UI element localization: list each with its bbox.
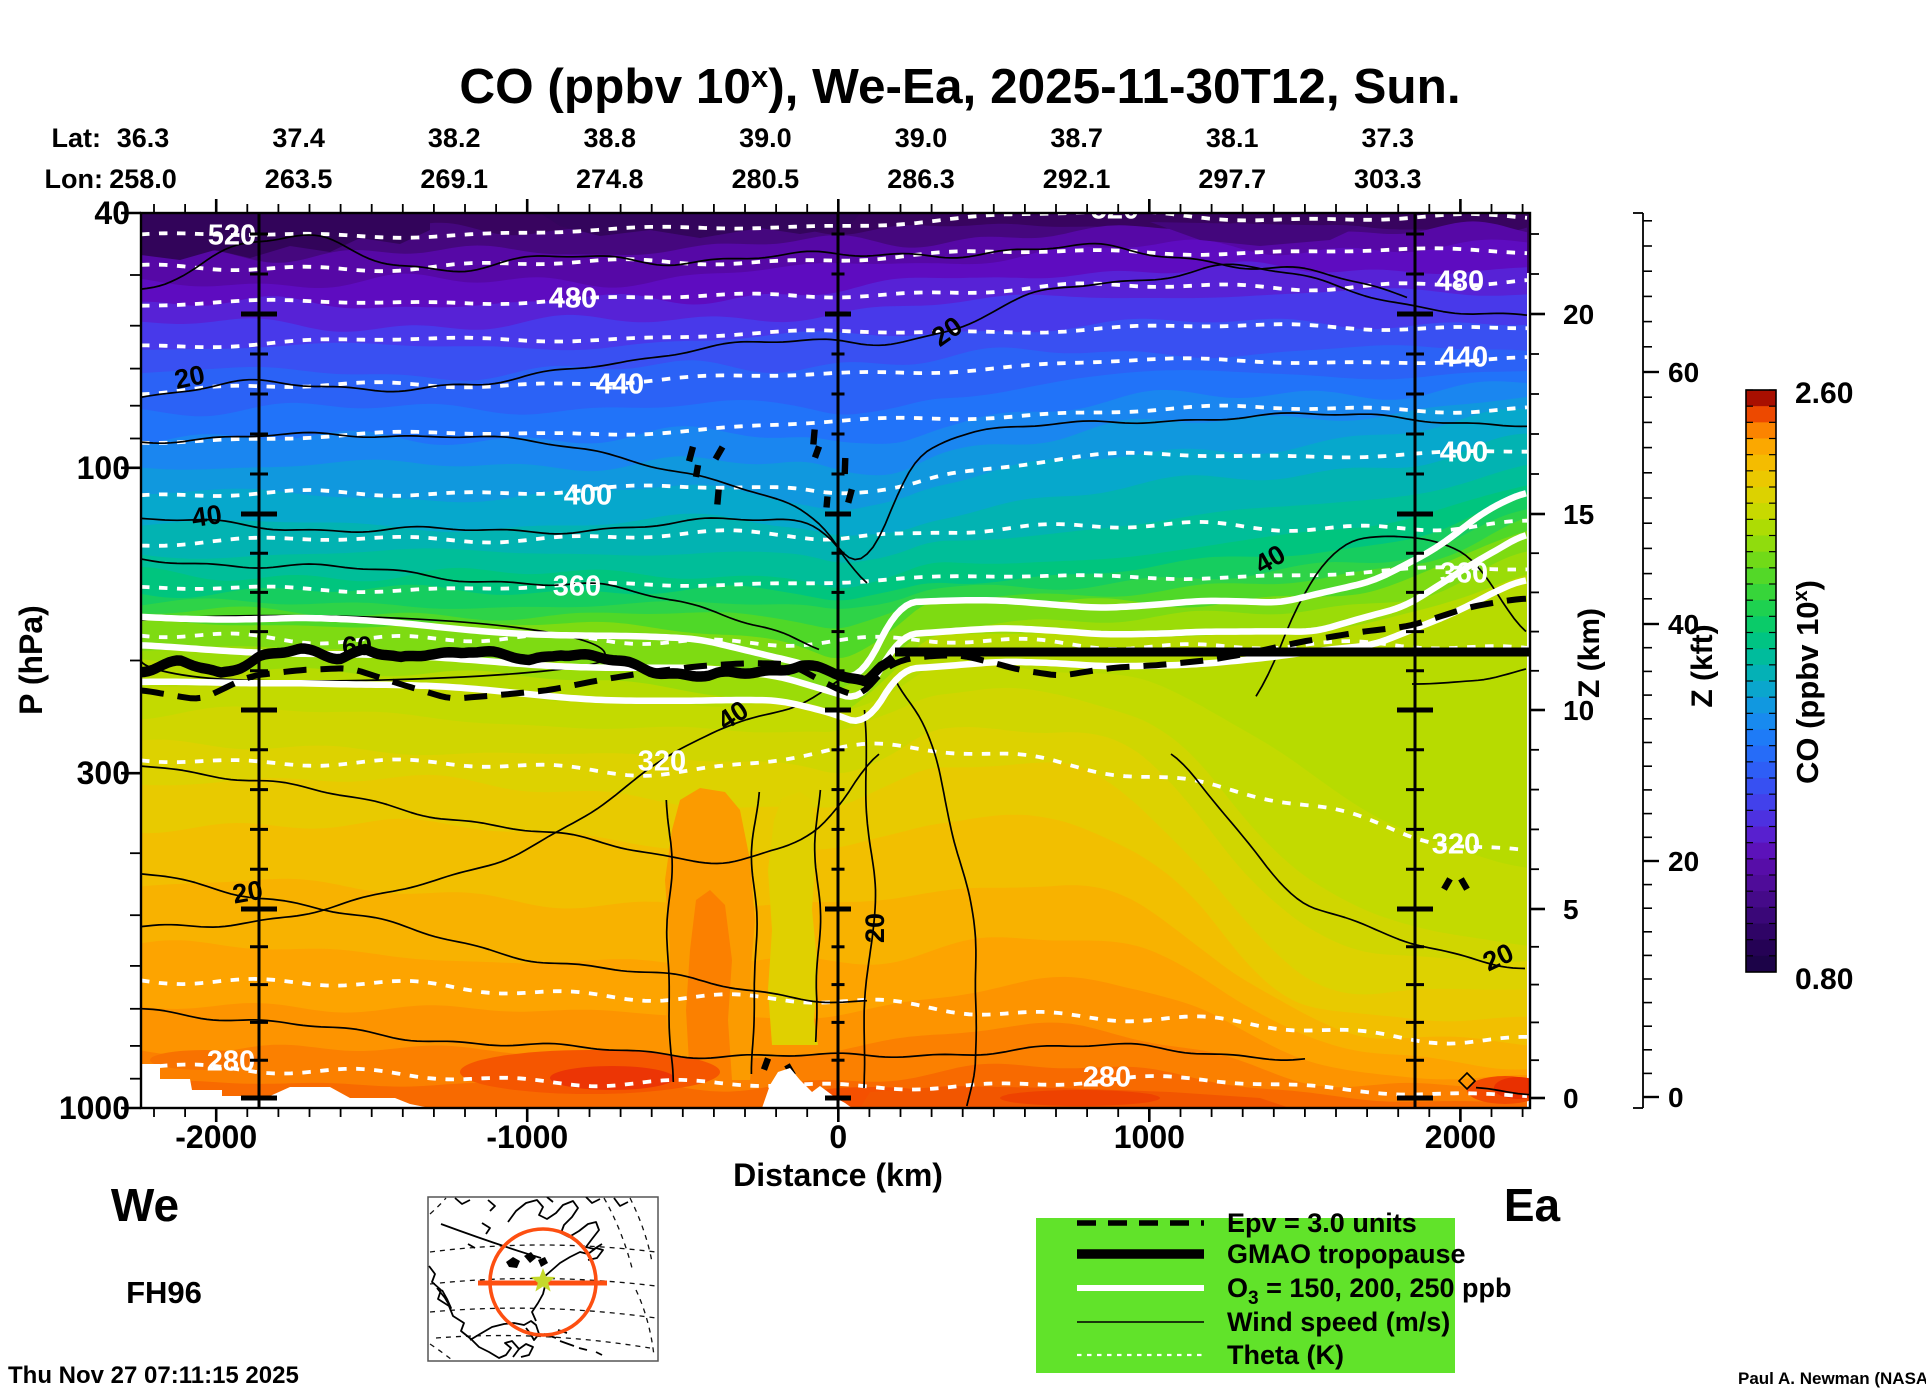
- svg-text:286.3: 286.3: [887, 164, 955, 194]
- svg-text:520: 520: [1091, 194, 1139, 226]
- svg-text:303.3: 303.3: [1354, 164, 1422, 194]
- svg-text:20: 20: [1563, 299, 1594, 330]
- svg-text:480: 480: [549, 283, 597, 315]
- svg-text:360: 360: [553, 571, 601, 603]
- svg-text:269.1: 269.1: [420, 164, 488, 194]
- svg-text:280: 280: [1083, 1062, 1131, 1094]
- svg-text:480: 480: [1436, 266, 1484, 298]
- svg-text:FH96: FH96: [126, 1275, 202, 1310]
- svg-text:-2000: -2000: [175, 1119, 257, 1155]
- svg-text:Wind speed (m/s): Wind speed (m/s): [1227, 1307, 1450, 1337]
- svg-text:263.5: 263.5: [265, 164, 333, 194]
- svg-text:320: 320: [1432, 829, 1480, 861]
- svg-text:38.7: 38.7: [1050, 123, 1103, 153]
- svg-text:Epv = 3.0 units: Epv = 3.0 units: [1227, 1208, 1417, 1238]
- svg-text:40: 40: [190, 499, 224, 533]
- svg-text:40: 40: [94, 195, 130, 231]
- svg-text:Paul A. Newman (NASA: Paul A. Newman (NASA: [1738, 1369, 1926, 1388]
- svg-text:We: We: [111, 1179, 179, 1231]
- svg-text:440: 440: [1440, 342, 1488, 374]
- svg-text:2.60: 2.60: [1795, 377, 1853, 410]
- svg-text:Distance (km): Distance (km): [733, 1157, 943, 1193]
- svg-text:0: 0: [1563, 1083, 1579, 1114]
- svg-text:400: 400: [1440, 437, 1488, 469]
- svg-text:Z (kft): Z (kft): [1686, 624, 1719, 707]
- svg-text:10: 10: [1563, 695, 1594, 726]
- svg-text:0: 0: [829, 1119, 847, 1155]
- svg-text:2000: 2000: [1425, 1119, 1496, 1155]
- svg-text:GMAO tropopause: GMAO tropopause: [1227, 1239, 1466, 1269]
- svg-text:Z (km): Z (km): [1573, 608, 1606, 698]
- svg-text:0: 0: [1668, 1082, 1684, 1113]
- svg-text:5: 5: [1563, 894, 1579, 925]
- svg-text:100: 100: [77, 450, 130, 486]
- svg-text:39.0: 39.0: [895, 123, 948, 153]
- svg-text:20: 20: [1668, 846, 1699, 877]
- svg-text:37.3: 37.3: [1362, 123, 1415, 153]
- svg-text:320: 320: [638, 746, 686, 778]
- svg-text:Theta (K): Theta (K): [1227, 1340, 1344, 1370]
- svg-text:38.8: 38.8: [584, 123, 637, 153]
- svg-text:1000: 1000: [59, 1090, 130, 1126]
- svg-text:36.3: 36.3: [117, 123, 170, 153]
- svg-text:280.5: 280.5: [732, 164, 800, 194]
- svg-text:258.0: 258.0: [109, 164, 177, 194]
- svg-text:-1000: -1000: [486, 1119, 568, 1155]
- svg-text:CO (ppbv 10x): CO (ppbv 10x): [1790, 580, 1825, 784]
- svg-text:280: 280: [207, 1046, 255, 1078]
- svg-text:60: 60: [342, 631, 372, 661]
- svg-text:400: 400: [564, 480, 612, 512]
- svg-text:P (hPa): P (hPa): [13, 605, 49, 715]
- svg-text:Ea: Ea: [1504, 1179, 1561, 1231]
- svg-text:20: 20: [860, 913, 890, 943]
- svg-text:38.1: 38.1: [1206, 123, 1259, 153]
- svg-text:15: 15: [1563, 499, 1594, 530]
- svg-text:274.8: 274.8: [576, 164, 644, 194]
- svg-text:297.7: 297.7: [1198, 164, 1266, 194]
- svg-text:60: 60: [1668, 357, 1699, 388]
- svg-text:20: 20: [172, 359, 208, 395]
- svg-text:520: 520: [208, 220, 256, 252]
- svg-text:440: 440: [596, 369, 644, 401]
- svg-text:360: 360: [1440, 558, 1488, 590]
- svg-text:40: 40: [1668, 609, 1699, 640]
- svg-text:292.1: 292.1: [1043, 164, 1111, 194]
- svg-text:38.2: 38.2: [428, 123, 481, 153]
- svg-text:300: 300: [77, 755, 130, 791]
- svg-text:Lat:: Lat:: [52, 123, 102, 153]
- svg-text:0.80: 0.80: [1795, 963, 1853, 996]
- svg-text:1000: 1000: [1114, 1119, 1185, 1155]
- svg-text:CO (ppbv 10x), We-Ea, 2025-11-: CO (ppbv 10x), We-Ea, 2025-11-30T12, Sun…: [459, 59, 1460, 114]
- svg-text:Thu Nov 27 07:11:15 2025: Thu Nov 27 07:11:15 2025: [8, 1362, 299, 1389]
- svg-text:Lon:: Lon:: [45, 164, 103, 194]
- svg-text:37.4: 37.4: [272, 123, 325, 153]
- svg-text:39.0: 39.0: [739, 123, 792, 153]
